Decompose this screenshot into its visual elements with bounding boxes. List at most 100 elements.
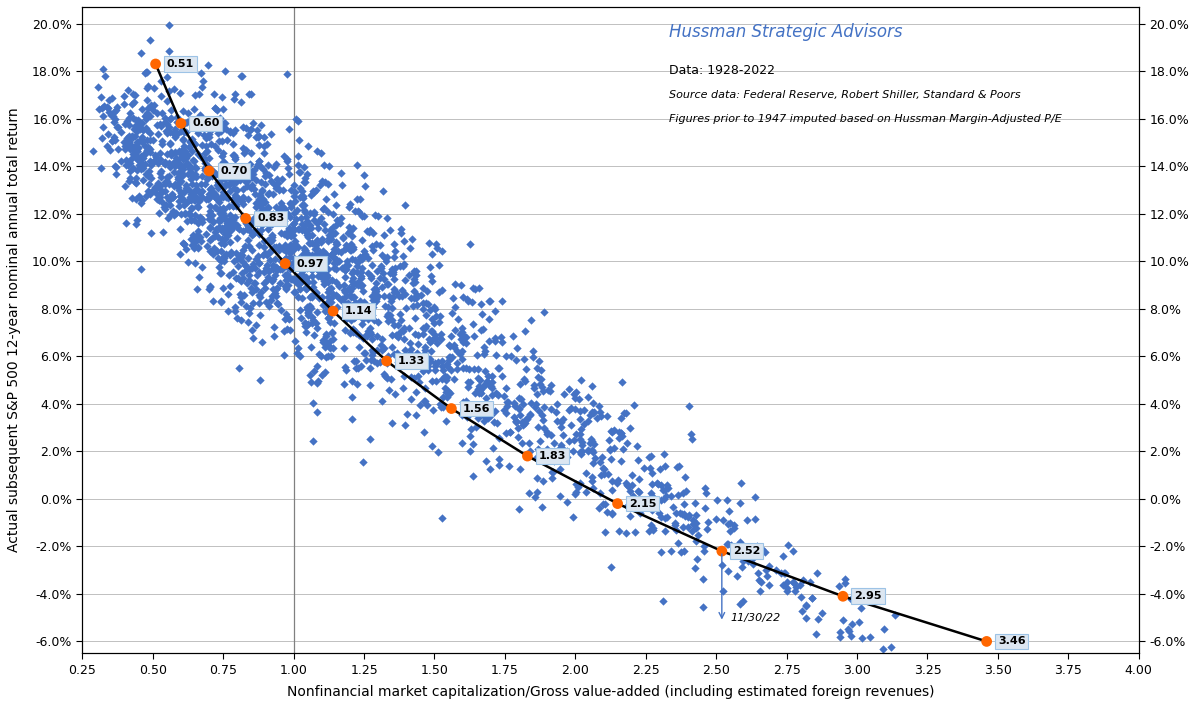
Point xyxy=(385,283,404,294)
Point xyxy=(423,249,443,260)
Point xyxy=(213,224,232,235)
Point xyxy=(874,623,893,634)
Point xyxy=(139,186,158,197)
Point xyxy=(803,592,822,604)
Point xyxy=(578,445,597,456)
Point xyxy=(341,241,360,252)
Point xyxy=(183,229,202,241)
Point xyxy=(338,259,358,270)
Point xyxy=(389,331,408,342)
Point xyxy=(269,240,288,251)
Point xyxy=(289,167,309,178)
Point xyxy=(407,347,426,358)
Point xyxy=(487,349,506,361)
Point xyxy=(260,265,279,277)
Point xyxy=(469,282,488,293)
Point xyxy=(573,436,592,448)
Point xyxy=(457,395,476,407)
Point xyxy=(294,176,313,187)
Point xyxy=(496,407,515,419)
Point xyxy=(258,160,277,171)
Point xyxy=(120,119,139,131)
Point xyxy=(489,362,508,373)
Point xyxy=(280,168,299,179)
Point xyxy=(208,180,227,191)
Point xyxy=(433,402,452,413)
Point xyxy=(475,345,494,357)
Point xyxy=(453,363,472,374)
Point xyxy=(203,186,222,198)
Point xyxy=(228,167,248,179)
Point xyxy=(214,186,233,198)
Point xyxy=(197,173,216,184)
Point xyxy=(257,274,276,285)
Point xyxy=(94,101,114,112)
Point xyxy=(340,328,359,339)
Point xyxy=(327,277,346,288)
Point xyxy=(128,142,147,153)
Point xyxy=(213,173,232,184)
Point xyxy=(334,378,353,390)
Point xyxy=(310,179,329,191)
Point xyxy=(207,104,226,116)
Point xyxy=(264,179,283,190)
Point xyxy=(385,388,404,400)
Point xyxy=(255,197,274,208)
Point xyxy=(316,341,335,352)
Point xyxy=(453,336,472,347)
Point xyxy=(224,149,243,160)
Point xyxy=(579,445,598,457)
Point xyxy=(417,400,437,411)
Point xyxy=(172,150,191,162)
Point xyxy=(170,88,189,99)
Point xyxy=(111,126,130,138)
Point xyxy=(378,251,397,263)
Point xyxy=(478,371,498,382)
Point xyxy=(506,417,525,428)
Point xyxy=(196,164,215,176)
Point xyxy=(145,100,164,111)
Point xyxy=(327,220,346,231)
Point xyxy=(324,289,343,300)
Point xyxy=(250,289,269,301)
Point xyxy=(276,284,295,295)
Point xyxy=(213,121,232,132)
Point xyxy=(480,295,499,306)
Point xyxy=(642,467,661,479)
Point xyxy=(271,197,291,208)
Point xyxy=(347,307,366,318)
Point xyxy=(280,324,299,335)
Point xyxy=(341,292,360,303)
Point xyxy=(104,110,123,121)
Point xyxy=(297,282,316,294)
Point xyxy=(263,291,282,302)
Point xyxy=(275,258,294,269)
Point xyxy=(164,209,183,220)
Point xyxy=(249,155,268,167)
Point xyxy=(354,169,373,181)
Point xyxy=(384,268,403,280)
Point xyxy=(800,577,819,588)
Point xyxy=(415,426,434,438)
Point xyxy=(183,145,202,156)
Point xyxy=(344,298,364,309)
Point xyxy=(276,309,295,320)
Point xyxy=(295,326,315,337)
Point xyxy=(134,162,153,174)
Point xyxy=(318,263,337,275)
Point xyxy=(252,185,271,196)
Point xyxy=(352,280,371,291)
Point xyxy=(187,162,206,174)
Point xyxy=(579,392,598,403)
Point xyxy=(133,158,152,169)
Point xyxy=(275,215,294,226)
Point xyxy=(129,135,148,146)
Point xyxy=(218,192,237,203)
Point xyxy=(138,80,157,92)
Point xyxy=(305,214,324,225)
Point xyxy=(324,247,343,258)
Point xyxy=(200,189,219,200)
Point xyxy=(344,292,364,303)
Point xyxy=(313,334,332,345)
Point xyxy=(212,172,231,184)
